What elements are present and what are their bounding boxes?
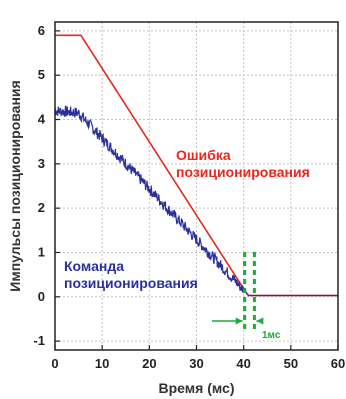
x-tick-label: 50 bbox=[284, 356, 298, 371]
series-label-command-line2: позиционирования bbox=[64, 275, 198, 291]
y-tick-label: 0 bbox=[38, 289, 45, 304]
y-tick-label: -1 bbox=[33, 333, 45, 348]
series-line-2 bbox=[54, 105, 338, 297]
x-tick-label: 40 bbox=[236, 356, 250, 371]
axes bbox=[54, 21, 339, 351]
y-tick-label: 2 bbox=[38, 200, 45, 215]
y-axis-title: Импульсы позиционирования bbox=[7, 80, 23, 291]
x-axis-title: Время (мс) bbox=[159, 380, 235, 396]
labels: 0 10 20 30 40 50 60 -1 0 1 2 3 4 5 6 Время (мс) Импульсы… bbox=[7, 23, 345, 396]
series-label-command-line1: Команда bbox=[64, 258, 124, 274]
x-tick-label: 10 bbox=[95, 356, 109, 371]
annotations: 1мс bbox=[212, 252, 281, 341]
timing-arrowhead-right bbox=[256, 317, 264, 325]
x-tick-label: 60 bbox=[331, 356, 345, 371]
timing-arrowhead-left bbox=[235, 317, 243, 325]
y-tick-label: 6 bbox=[38, 23, 45, 38]
grid bbox=[54, 22, 339, 350]
y-tick-label: 4 bbox=[38, 112, 46, 127]
x-tick-label: 30 bbox=[189, 356, 203, 371]
x-tick-label: 20 bbox=[142, 356, 156, 371]
y-tick-label: 5 bbox=[38, 67, 45, 82]
x-tick-label: 0 bbox=[51, 356, 58, 371]
y-tick-label: 3 bbox=[38, 156, 45, 171]
y-tick-label: 1 bbox=[38, 244, 45, 259]
series-label-error-line1: Ошибка bbox=[176, 147, 231, 163]
series-label-error-line2: позиционирования bbox=[176, 164, 310, 180]
timing-annotation-label: 1мс bbox=[262, 330, 281, 341]
